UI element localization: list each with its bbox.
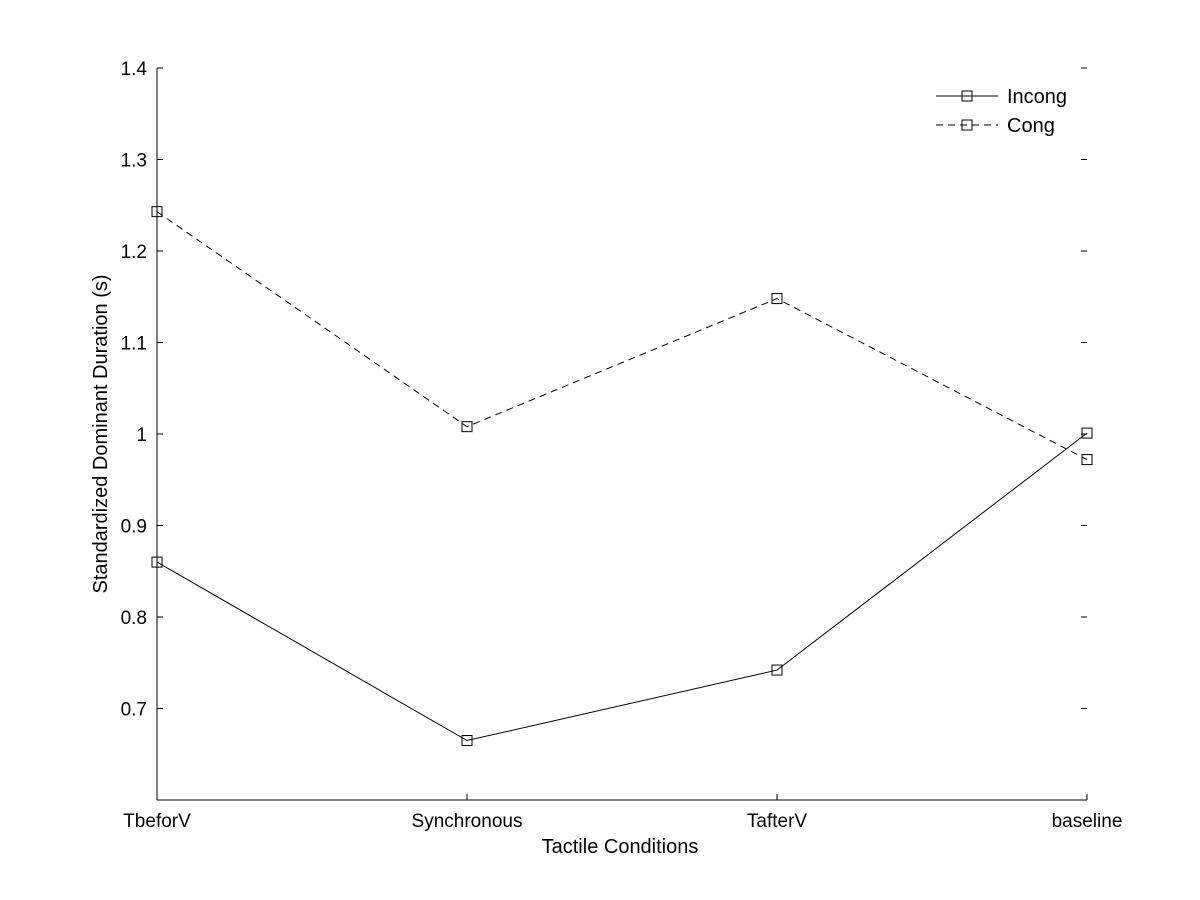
data-point-cong bbox=[461, 421, 473, 433]
y-tick-label: 0.9 bbox=[121, 517, 147, 538]
legend: Incong Cong bbox=[936, 86, 1067, 137]
y-axis-label: Standardized Dominant Duration (s) bbox=[90, 274, 112, 593]
y-tick-label: 1 bbox=[136, 425, 147, 446]
legend-marker-cong bbox=[961, 119, 973, 131]
x-tick-label: TbeforV bbox=[123, 811, 191, 832]
x-axis-label: Tactile Conditions bbox=[542, 836, 699, 858]
y-tick-label: 1.4 bbox=[121, 59, 148, 80]
data-point-cong bbox=[771, 293, 783, 305]
series-line-incong bbox=[156, 432, 1088, 742]
y-tick-label: 1.2 bbox=[121, 242, 147, 263]
legend-marker-incong bbox=[961, 90, 973, 102]
y-tick-label: 0.7 bbox=[121, 700, 147, 721]
data-point-incong bbox=[151, 556, 163, 568]
series-line-cong bbox=[156, 211, 1088, 461]
x-tick-label: TafterV bbox=[747, 811, 808, 832]
y-tick-label: 1.1 bbox=[121, 334, 147, 355]
data-point-incong bbox=[461, 735, 473, 747]
data-point-cong bbox=[151, 206, 163, 218]
x-tick-label: Synchronous bbox=[412, 811, 523, 832]
x-ticks: TbeforV Synchronous TafterV baseline bbox=[123, 794, 1122, 832]
y-tick-label: 1.3 bbox=[121, 151, 147, 172]
y-ticks: 0.7 0.8 0.9 1 1.1 1.2 1.3 1.4 bbox=[121, 59, 1087, 721]
y-tick-label: 0.8 bbox=[121, 608, 147, 629]
legend-label-incong: Incong bbox=[1007, 86, 1067, 108]
x-tick-label: baseline bbox=[1052, 811, 1123, 832]
series-markers bbox=[151, 206, 1093, 747]
series-lines bbox=[156, 211, 1088, 742]
data-point-incong bbox=[771, 664, 783, 676]
data-point-incong bbox=[1081, 427, 1093, 439]
data-point-cong bbox=[1081, 454, 1093, 466]
legend-label-cong: Cong bbox=[1007, 115, 1055, 137]
